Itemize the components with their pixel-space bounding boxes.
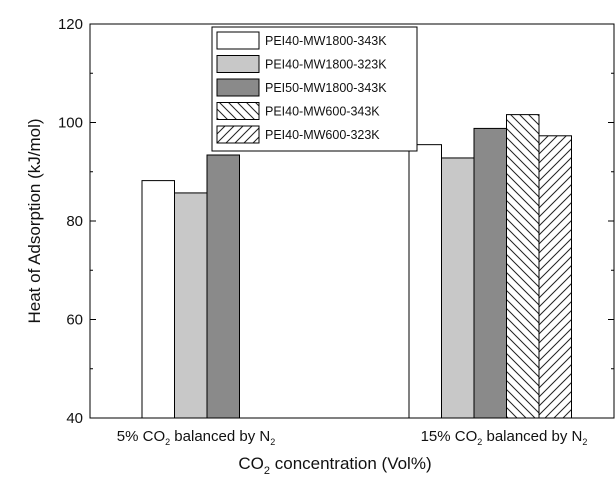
x-tick-label-part: 2 bbox=[477, 437, 482, 447]
x-tick-label-part: balanced by N bbox=[482, 428, 582, 445]
legend-swatch bbox=[216, 78, 260, 97]
y-tick-label: 100 bbox=[58, 115, 83, 132]
y-tick-label: 80 bbox=[66, 213, 83, 230]
y-tick-label: 40 bbox=[66, 410, 83, 427]
x-tick-label-part: 2 bbox=[165, 437, 170, 447]
bar bbox=[473, 127, 507, 419]
x-axis-title: CO2 concentration (Vol%) bbox=[238, 454, 431, 477]
bar bbox=[408, 144, 442, 419]
bar bbox=[538, 135, 572, 419]
x-axis: 5% CO2 balanced by N2 15% CO2 balanced by… bbox=[117, 428, 588, 477]
x-axis-title-part: CO bbox=[238, 454, 264, 473]
legend-label: PEI50-MW1800-343K bbox=[265, 81, 387, 95]
x-tick-label-part: balanced by N bbox=[170, 428, 270, 445]
y-axis: 40 60 80 100 120 Heat of Adsorption (kJ/mol) bbox=[25, 16, 614, 427]
x-tick-label-part: 15% CO bbox=[421, 428, 478, 445]
x-tick-label-part: 5% CO bbox=[117, 428, 165, 445]
legend-swatch bbox=[216, 55, 260, 73]
legend-swatch bbox=[216, 102, 260, 120]
bar bbox=[206, 154, 240, 419]
legend: PEI40-MW1800-343K PEI40-MW1800-323K PEI50-… bbox=[211, 26, 418, 152]
legend-swatch bbox=[216, 31, 260, 50]
bar bbox=[506, 114, 540, 419]
bar bbox=[174, 192, 208, 419]
x-axis-title-part: 2 bbox=[264, 465, 270, 477]
bar bbox=[141, 180, 175, 419]
x-tick-label-part: 2 bbox=[270, 437, 275, 447]
x-axis-title-part: concentration (Vol%) bbox=[270, 454, 432, 473]
legend-swatch bbox=[216, 125, 260, 144]
legend-label: PEI40-MW600-343K bbox=[265, 105, 380, 119]
y-tick-label: 120 bbox=[58, 16, 83, 33]
x-tick-label: 15% CO2 balanced by N2 bbox=[421, 428, 588, 447]
x-tick-label-part: 2 bbox=[582, 437, 587, 447]
legend-label: PEI40-MW600-323K bbox=[265, 128, 380, 142]
legend-label: PEI40-MW1800-343K bbox=[265, 34, 387, 48]
y-tick-label: 60 bbox=[66, 312, 83, 329]
bar bbox=[441, 157, 475, 419]
legend-label: PEI40-MW1800-323K bbox=[265, 58, 387, 72]
bars-layer bbox=[141, 114, 572, 419]
y-axis-title: Heat of Adsorption (kJ/mol) bbox=[25, 118, 44, 323]
x-tick-label: 5% CO2 balanced by N2 bbox=[117, 428, 275, 447]
